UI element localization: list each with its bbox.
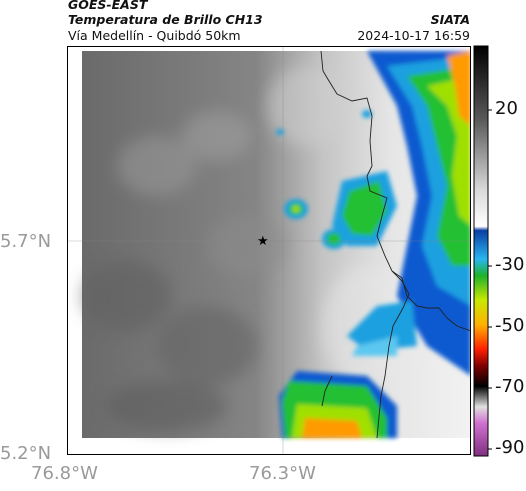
colorbar-tick-label: 20: [495, 98, 518, 119]
brightness-temperature-map: ★: [67, 46, 471, 455]
lon-label: 76.3°W: [249, 463, 316, 484]
product-title: Temperatura de Brillo CH13: [68, 12, 263, 27]
colorbar-tick-label: -30: [495, 254, 525, 275]
lon-label: 76.8°W: [31, 463, 98, 484]
region-subtitle: Vía Medellín - Quibdó 50km: [68, 28, 241, 43]
satellite-name: GOES-EAST: [68, 0, 148, 12]
colorbar: [473, 45, 492, 457]
city-marker: ★: [257, 234, 269, 249]
cold-cloud-contours: [276, 51, 471, 438]
colorbar-tick-label: -50: [495, 315, 525, 336]
colorbar-tick-label: -70: [495, 376, 525, 397]
borders: [320, 50, 471, 439]
organization-label: SIATA: [430, 12, 470, 27]
timestamp-label: 2024-10-17 16:59: [357, 28, 470, 43]
lat-label: 5.2°N: [0, 443, 52, 464]
lat-label: 5.7°N: [0, 231, 52, 252]
colorbar-tick-label: -90: [495, 437, 525, 458]
grid-lines: [67, 46, 471, 455]
